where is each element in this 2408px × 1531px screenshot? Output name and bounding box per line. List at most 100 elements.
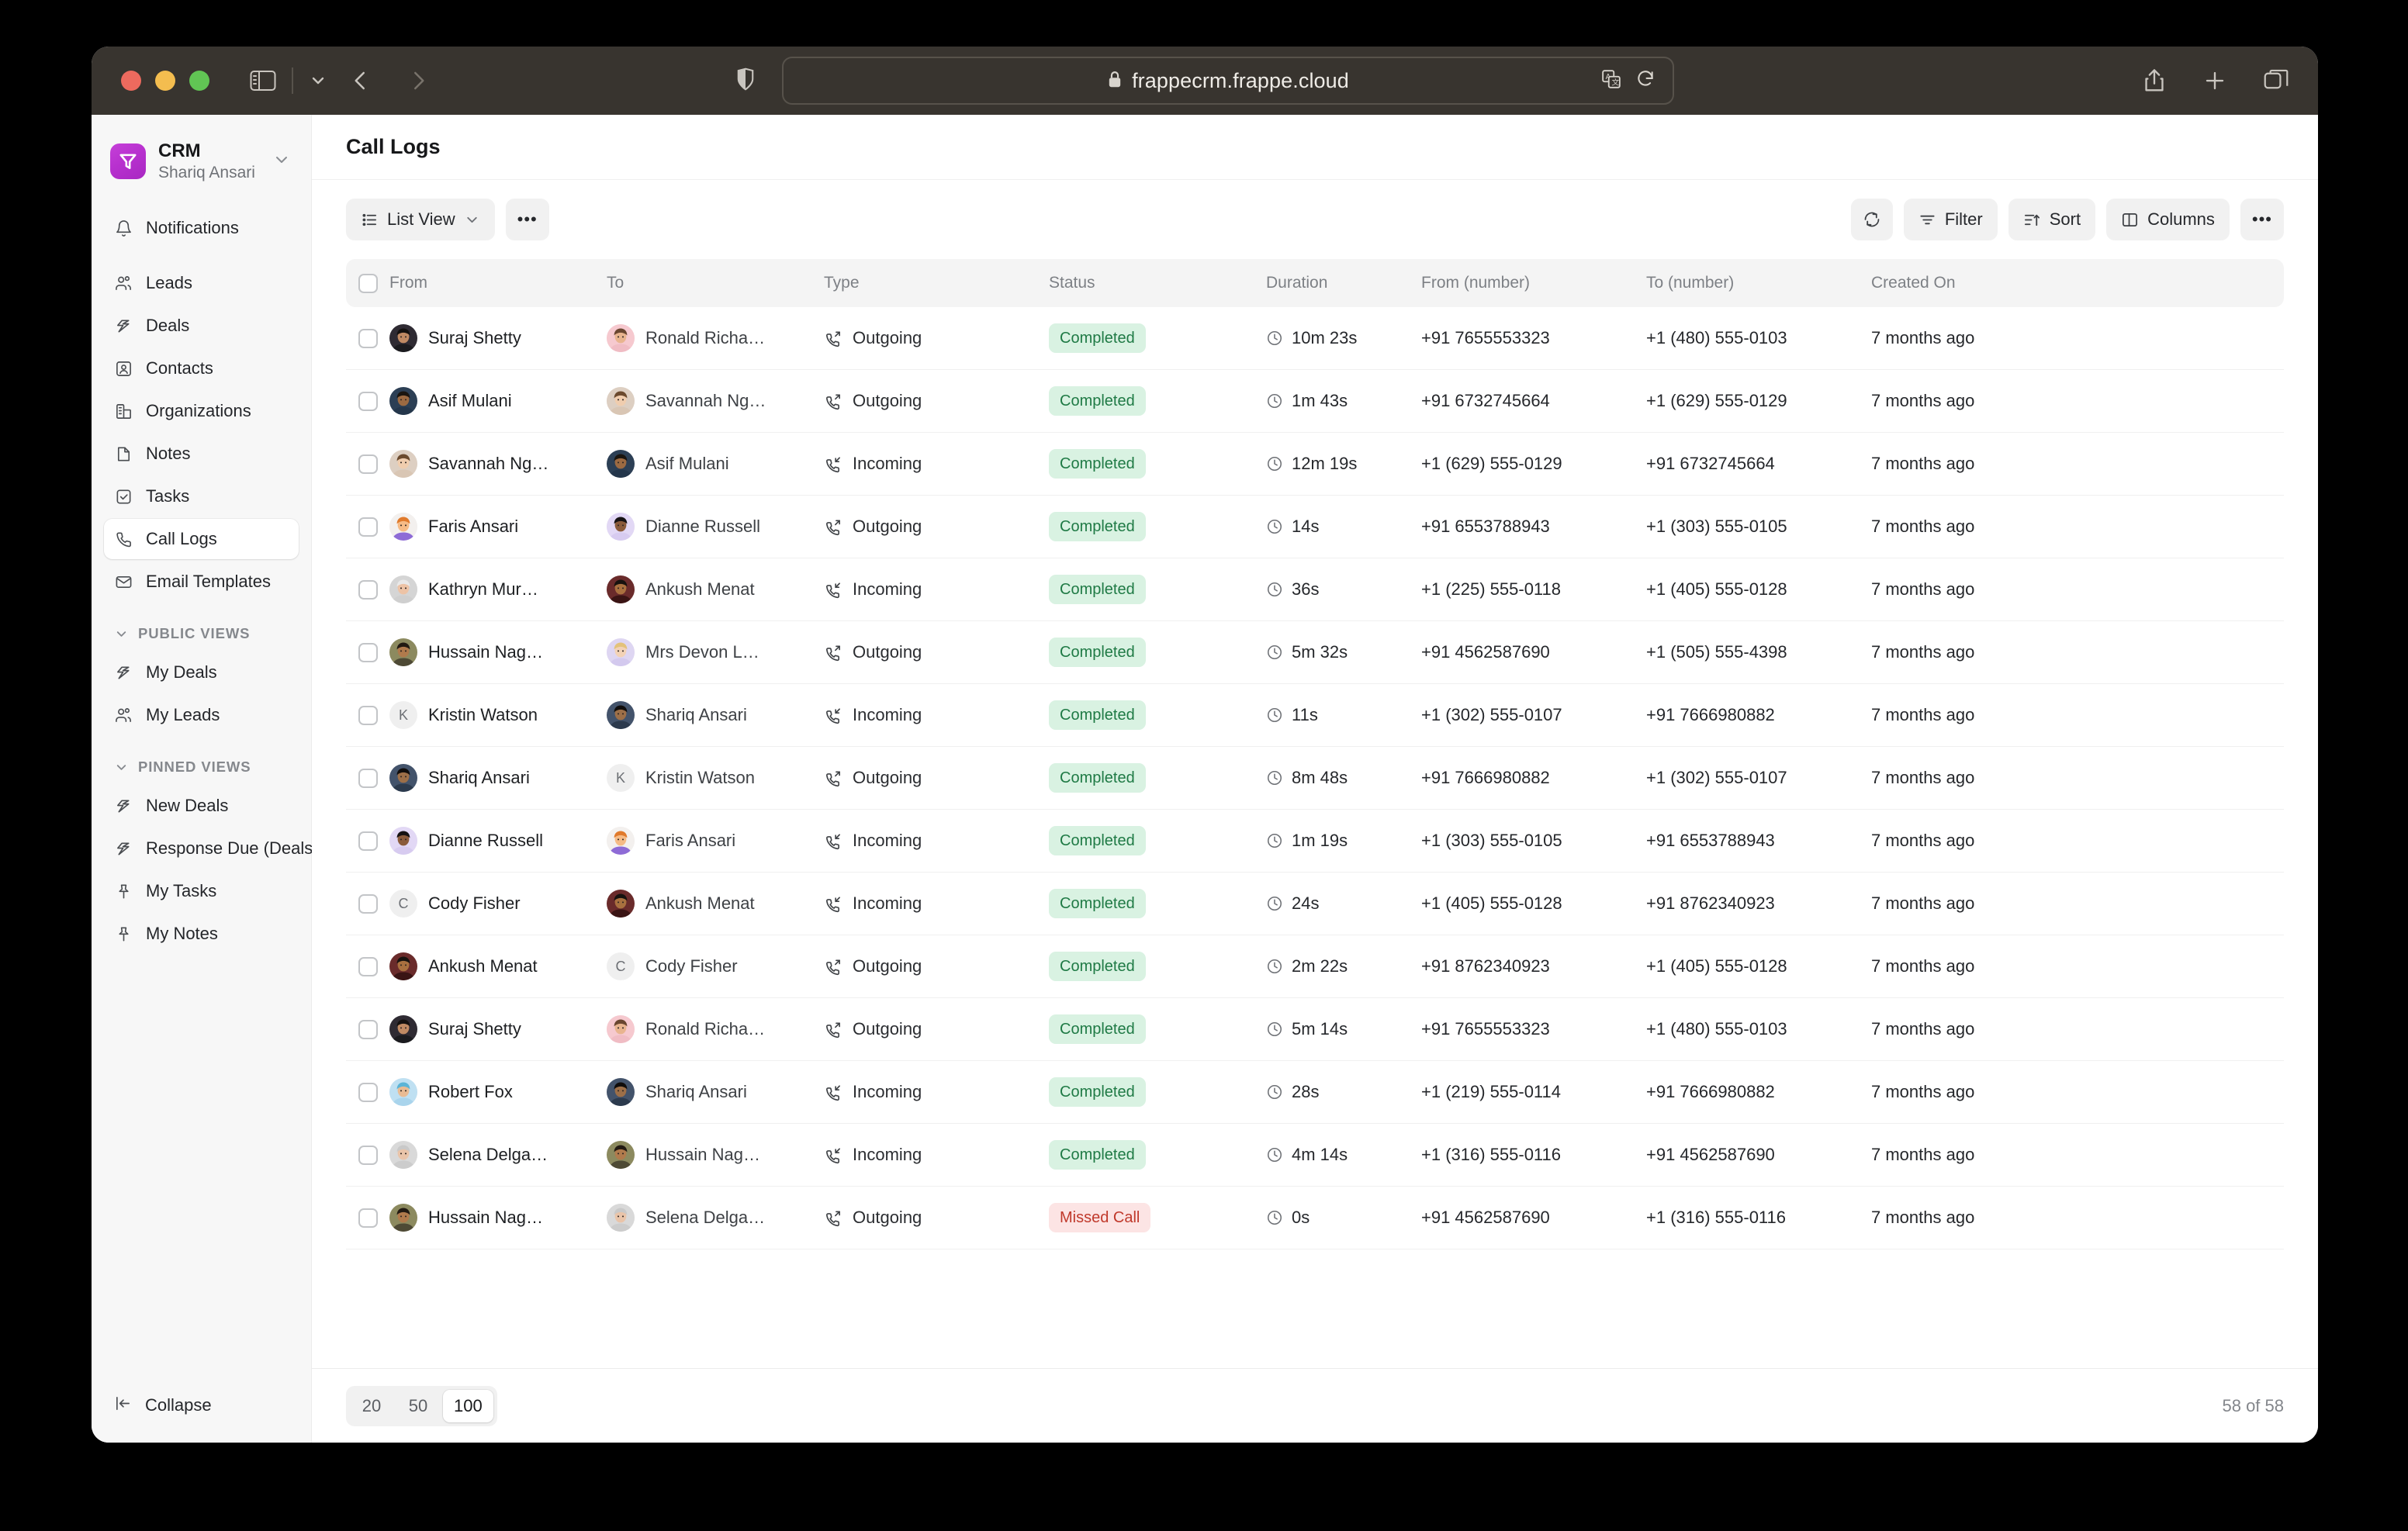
sidebar-item-my-deals[interactable]: My Deals <box>104 652 299 693</box>
close-window-button[interactable] <box>121 71 141 91</box>
sidebar-item-call-logs[interactable]: Call Logs <box>104 519 299 560</box>
minimize-window-button[interactable] <box>155 71 175 91</box>
table-row[interactable]: Robert Fox Shariq Ansari Incoming Completed… <box>346 1061 2284 1124</box>
url-input[interactable]: frappecrm.frappe.cloud A 文 <box>782 57 1674 105</box>
column-header-from-number[interactable]: From (number) <box>1421 274 1531 292</box>
page-size-50[interactable]: 50 <box>408 1395 428 1415</box>
row-checkbox[interactable] <box>358 768 378 788</box>
sidebar-item-notes[interactable]: Notes <box>104 434 299 474</box>
row-checkbox[interactable] <box>358 893 378 914</box>
table-row[interactable]: Asif Mulani Savannah Ng… Outgoing Completed… <box>346 370 2284 433</box>
new-tab-icon[interactable] <box>2203 69 2226 92</box>
table-row[interactable]: Hussain Nag… Mrs Devon L… Outgoing Complete… <box>346 621 2284 684</box>
building-icon <box>114 403 133 420</box>
list-more-options-button[interactable]: ••• <box>2240 199 2284 240</box>
row-checkbox[interactable] <box>358 1145 378 1165</box>
table-row[interactable]: Kathryn Mur… Ankush Menat Incoming Complete… <box>346 558 2284 621</box>
row-checkbox[interactable] <box>358 1082 378 1102</box>
tab-group-icon[interactable] <box>2264 69 2289 92</box>
sidebar-item-my-leads[interactable]: My Leads <box>104 695 299 735</box>
created-on-value: 7 months ago <box>1871 893 1975 913</box>
table-row[interactable]: Suraj Shetty Ronald Richa… Outgoing Complet… <box>346 998 2284 1061</box>
to-number-value: +91 7666980882 <box>1646 705 1775 724</box>
column-header-to-number[interactable]: To (number) <box>1646 274 1735 292</box>
view-more-options-button[interactable]: ••• <box>505 199 549 240</box>
shield-icon[interactable] <box>735 67 756 95</box>
column-header-type[interactable]: Type <box>824 274 860 292</box>
cell-type: Incoming <box>824 1145 1049 1165</box>
row-checkbox[interactable] <box>358 391 378 411</box>
share-icon[interactable] <box>2143 68 2166 93</box>
columns-button[interactable]: Columns <box>2106 199 2230 240</box>
view-selector-button[interactable]: List View <box>346 199 495 240</box>
translate-icon[interactable]: A 文 <box>1601 69 1621 93</box>
sidebar-item-new-deals[interactable]: New Deals <box>104 786 299 826</box>
cell-type: Outgoing <box>824 1019 1049 1039</box>
duration-value: 10m 23s <box>1292 328 1358 347</box>
cell-type: Incoming <box>824 831 1049 851</box>
sidebar-item-notifications[interactable]: Notifications <box>104 208 299 248</box>
filter-button[interactable]: Filter <box>1903 199 1998 240</box>
table-row[interactable]: Faris Ansari Dianne Russell Outgoing Comple… <box>346 496 2284 558</box>
select-all-checkbox[interactable] <box>358 273 378 293</box>
section-header-public-views[interactable]: PUBLIC VIEWS <box>104 615 299 652</box>
row-checkbox-cell <box>346 1208 389 1228</box>
column-header-to[interactable]: To <box>607 274 624 292</box>
sidebar-gap <box>104 251 299 263</box>
duration-value: 5m 32s <box>1292 642 1348 662</box>
row-checkbox[interactable] <box>358 328 378 348</box>
sort-button[interactable]: Sort <box>2008 199 2096 240</box>
table-row[interactable]: Savannah Ng… Asif Mulani Incoming Completed… <box>346 433 2284 496</box>
column-header-created-on[interactable]: Created On <box>1871 274 1956 292</box>
from-name: Selena Delga… <box>428 1145 548 1164</box>
cell-type: Outgoing <box>824 642 1049 662</box>
row-checkbox[interactable] <box>358 956 378 976</box>
maximize-window-button[interactable] <box>189 71 209 91</box>
tab-overview-chevron-icon[interactable] <box>309 71 327 90</box>
row-checkbox[interactable] <box>358 1208 378 1228</box>
page-size-20[interactable]: 20 <box>362 1395 382 1415</box>
table-row[interactable]: Dianne Russell Faris Ansari Incoming Comple… <box>346 810 2284 873</box>
table-row[interactable]: K Kristin Watson Shariq Ansari Incoming Comp… <box>346 684 2284 747</box>
table-row[interactable]: Ankush Menat C Cody Fisher Outgoing Complete… <box>346 935 2284 998</box>
from-number-value: +1 (225) 555-0118 <box>1421 579 1562 599</box>
sidebar-item-response-due-deals[interactable]: Response Due (Deals) <box>104 828 319 869</box>
row-checkbox[interactable] <box>358 831 378 851</box>
table-row[interactable]: Selena Delga… Hussain Nag… Incoming Complet… <box>346 1124 2284 1187</box>
table-row[interactable]: Shariq Ansari K Kristin Watson Outgoing Comp… <box>346 747 2284 810</box>
nav-back-icon[interactable] <box>349 69 372 92</box>
column-header-duration[interactable]: Duration <box>1266 274 1328 292</box>
column-header-status[interactable]: Status <box>1049 274 1095 292</box>
sidebar-item-organizations[interactable]: Organizations <box>104 391 299 431</box>
nav-forward-icon[interactable] <box>407 69 430 92</box>
sidebar-item-leads[interactable]: Leads <box>104 263 299 303</box>
workspace-switcher[interactable]: CRM Shariq Ansari <box>104 132 299 191</box>
reload-icon[interactable] <box>1635 69 1656 93</box>
sidebar-item-my-tasks[interactable]: My Tasks <box>104 871 299 911</box>
cell-created-on: 7 months ago <box>1871 768 2284 788</box>
sidebar-item-my-notes[interactable]: My Notes <box>104 914 299 954</box>
table-row[interactable]: C Cody Fisher Ankush Menat Incoming Complete… <box>346 873 2284 935</box>
row-checkbox[interactable] <box>358 642 378 662</box>
sidebar-item-contacts[interactable]: Contacts <box>104 348 299 389</box>
from-name: Faris Ansari <box>428 517 519 536</box>
row-checkbox[interactable] <box>358 705 378 725</box>
row-checkbox[interactable] <box>358 1019 378 1039</box>
row-checkbox[interactable] <box>358 579 378 600</box>
collapse-sidebar-button[interactable]: Collapse <box>104 1385 299 1426</box>
refresh-button[interactable] <box>1850 199 1893 240</box>
sidebar-toggle-icon[interactable] <box>250 70 276 92</box>
row-checkbox[interactable] <box>358 454 378 474</box>
table-row[interactable]: Hussain Nag… Selena Delga… Outgoing Missed … <box>346 1187 2284 1249</box>
column-header-from[interactable]: From <box>389 274 427 292</box>
section-header-pinned-views[interactable]: PINNED VIEWS <box>104 748 299 786</box>
cell-created-on: 7 months ago <box>1871 328 2284 348</box>
type-label: Outgoing <box>853 1019 922 1039</box>
sidebar-item-email-templates[interactable]: Email Templates <box>104 562 299 602</box>
table-row[interactable]: Suraj Shetty Ronald Richa… Outgoing Complet… <box>346 307 2284 370</box>
sidebar-item-tasks[interactable]: Tasks <box>104 476 299 517</box>
row-checkbox[interactable] <box>358 517 378 537</box>
page-size-100[interactable]: 100 <box>443 1389 493 1422</box>
row-checkbox-cell <box>346 1019 389 1039</box>
sidebar-item-deals[interactable]: Deals <box>104 306 299 346</box>
